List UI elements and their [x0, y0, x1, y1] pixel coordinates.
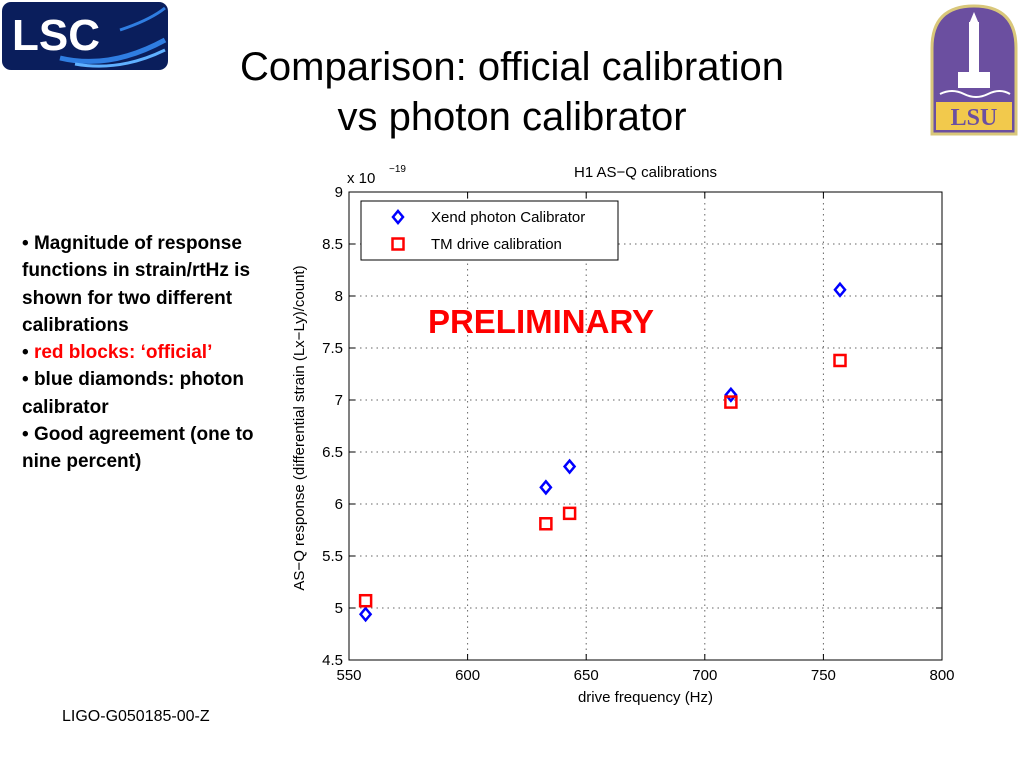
bullet-item: • red blocks: ‘official’: [22, 339, 282, 366]
x-axis-label: drive frequency (Hz): [578, 689, 713, 706]
y-tick-label: 6: [335, 496, 343, 513]
lsc-logo: LSC: [2, 2, 168, 70]
y-tick-label: 6.5: [322, 444, 343, 461]
y-multiplier: x 10: [347, 170, 375, 187]
bullet-text: blue diamonds: photon calibrator: [22, 369, 244, 418]
slide-title: Comparison: official calibration vs phot…: [150, 42, 874, 142]
y-tick-label: 8: [335, 288, 343, 305]
y-tick-label: 5.5: [322, 548, 343, 565]
bullet-glyph: •: [22, 233, 29, 254]
bullet-glyph: •: [22, 342, 29, 364]
legend-label: TM drive calibration: [431, 236, 562, 253]
slide-title-line-2: vs photon calibrator: [337, 95, 687, 139]
y-tick-label: 7.5: [322, 340, 343, 357]
y-multiplier-exponent: −19: [389, 164, 406, 175]
y-tick-label: 4.5: [322, 652, 343, 669]
legend-marker-square: [391, 237, 405, 251]
document-id: LIGO-G050185-00-Z: [62, 708, 210, 725]
x-tick-label: 750: [811, 667, 836, 684]
data-point-diamond: [539, 479, 553, 496]
bullet-item: • blue diamonds: photon calibrator: [22, 366, 282, 421]
y-tick-label: 9: [335, 184, 343, 201]
data-point-diamond: [724, 386, 738, 403]
data-point-square: [833, 353, 847, 368]
x-tick-label: 800: [929, 667, 954, 684]
svg-text:LSC: LSC: [12, 11, 100, 60]
data-point-square: [724, 395, 738, 409]
lsu-logo: LSU: [930, 4, 1018, 136]
plot-area: [349, 192, 942, 660]
bullet-text: Magnitude of response functions in strai…: [22, 233, 251, 336]
svg-text:LSU: LSU: [951, 105, 998, 131]
data-point-diamond: [358, 606, 373, 623]
bullet-item: • Good agreement (one to nine percent): [22, 421, 282, 476]
x-tick-label: 700: [692, 667, 717, 684]
bullet-list: • Magnitude of response functions in str…: [22, 230, 282, 476]
x-tick-label: 650: [574, 667, 599, 684]
legend-marker-diamond: [391, 209, 405, 225]
legend-label: Xend photon Calibrator: [431, 209, 585, 226]
x-tick-label: 550: [336, 667, 361, 684]
x-tick-label: 600: [455, 667, 480, 684]
bullet-glyph: •: [22, 369, 29, 391]
y-tick-label: 7: [335, 392, 343, 409]
data-point-square: [562, 506, 577, 521]
bullet-glyph: •: [22, 424, 29, 446]
data-point-diamond: [562, 458, 577, 475]
data-point-square: [358, 593, 373, 608]
bullet-text: Good agreement (one to nine percent): [22, 424, 254, 473]
bullet-text: red blocks: ‘official’: [33, 342, 213, 364]
data-point-diamond: [833, 281, 847, 298]
chart-title: H1 AS−Q calibrations: [574, 164, 717, 181]
slide-title-line-1: Comparison: official calibration: [240, 45, 784, 89]
data-point-square: [539, 517, 553, 531]
y-tick-label: 8.5: [322, 236, 343, 253]
bullet-item: • Magnitude of response functions in str…: [22, 230, 282, 339]
plot-frame: [348, 191, 943, 661]
y-axis-label: AS−Q response (differential strain (Lx−L…: [291, 265, 308, 590]
preliminary-annotation: PRELIMINARY: [428, 303, 654, 340]
y-tick-label: 5: [335, 600, 343, 617]
